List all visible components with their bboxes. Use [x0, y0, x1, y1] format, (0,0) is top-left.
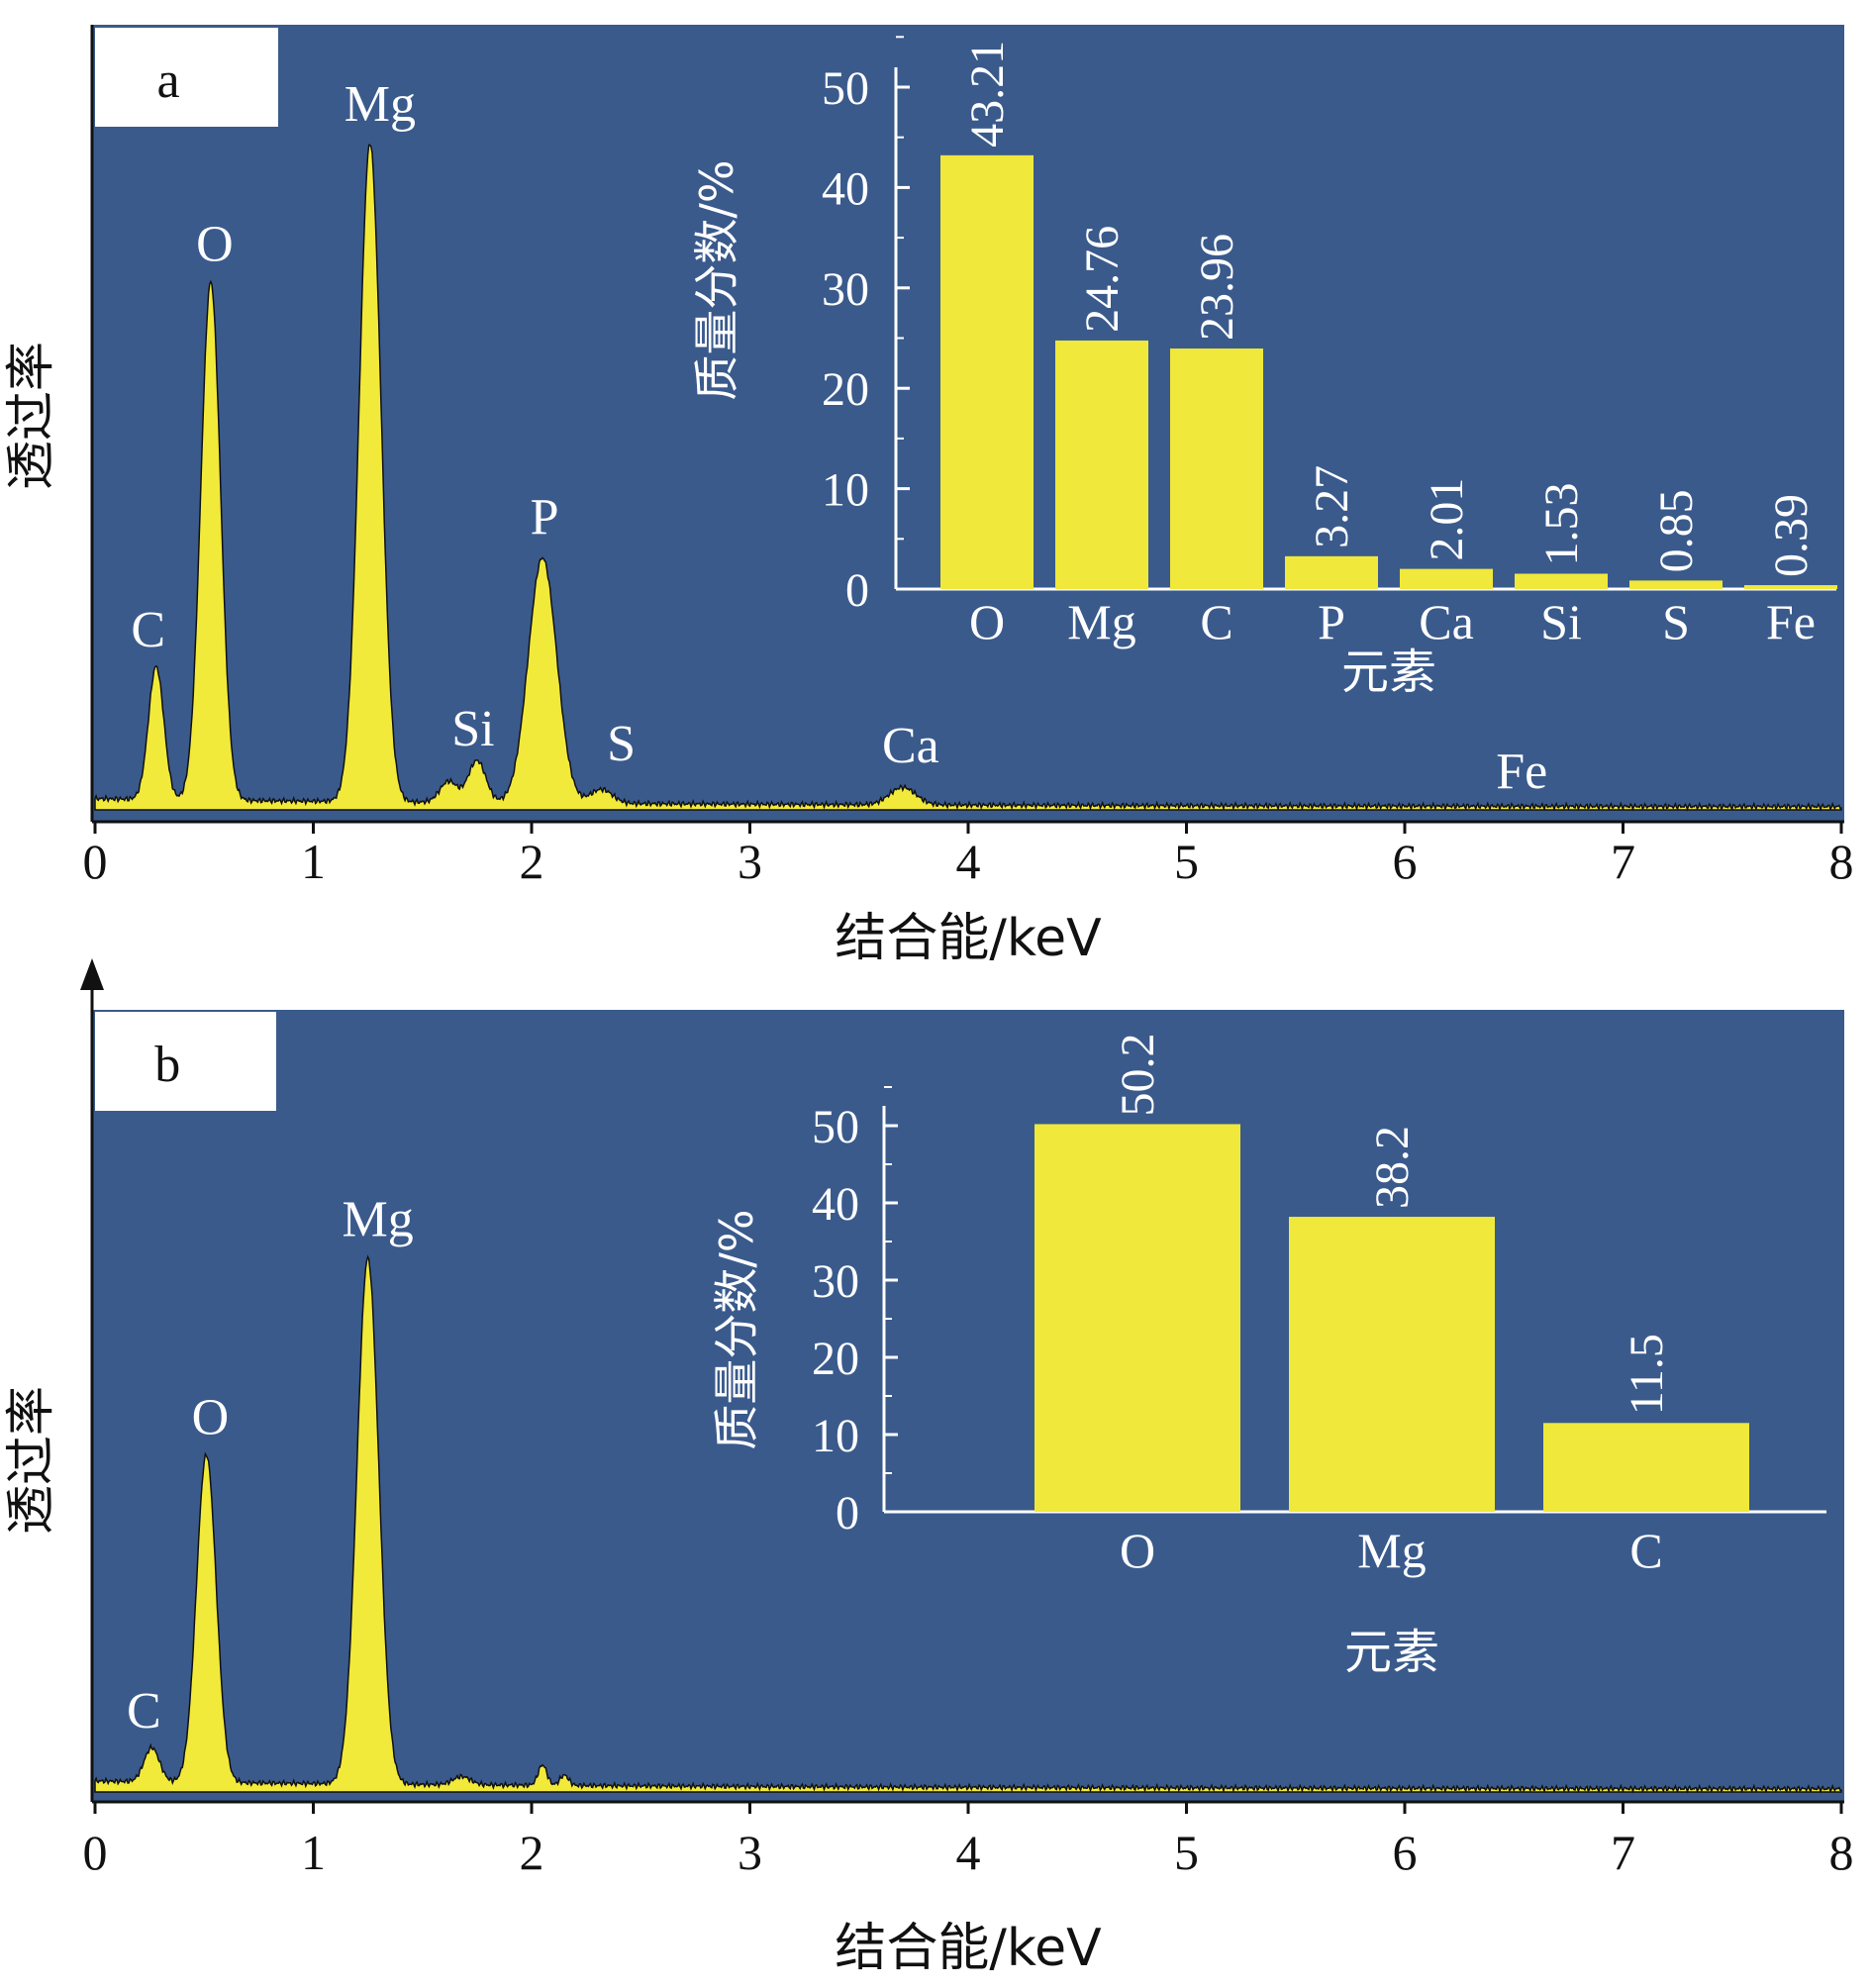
inset-category-label: O [1120, 1523, 1155, 1578]
inset-bar-s [1629, 580, 1723, 589]
inset-bar-mg [1289, 1217, 1495, 1512]
x-tick-label: 8 [1829, 834, 1854, 889]
peak-label-c: C [127, 1683, 161, 1740]
spectrum-trace [94, 144, 1842, 812]
x-tick-label: 2 [520, 1825, 544, 1880]
x-tick-label: 6 [1393, 834, 1418, 889]
panel-tag-label: a [156, 52, 179, 109]
x-tick-label: 0 [83, 834, 108, 889]
inset-category-label: Mg [1067, 594, 1135, 649]
inset-value-label: 3.27 [1306, 465, 1358, 548]
inset-y-tick-label: 10 [822, 464, 869, 517]
inset-y-tick-label: 50 [822, 62, 869, 115]
inset-y-tick-label: 40 [812, 1178, 859, 1231]
inset-bar-c [1170, 348, 1263, 589]
inset-y-tick-label: 10 [812, 1410, 859, 1462]
inset-bar-si [1515, 573, 1608, 589]
inset-y-tick-label: 40 [822, 162, 869, 215]
panel-tag-box [95, 28, 278, 127]
panel-tag-label: b [154, 1037, 180, 1093]
inset-bar-o [1034, 1124, 1240, 1512]
x-tick-label: 7 [1611, 834, 1635, 889]
x-tick-label: 0 [83, 1825, 108, 1880]
inset-value-label: 2.01 [1421, 478, 1473, 561]
x-tick-label: 2 [520, 834, 544, 889]
inset-category-label: Ca [1419, 594, 1474, 649]
inset-y-tick-label: 20 [812, 1333, 859, 1385]
y-axis-arrow-icon [80, 958, 104, 990]
inset-y-tick-label: 0 [845, 564, 869, 617]
inset-bar-o [940, 154, 1034, 590]
peak-label-mg: Mg [343, 1191, 414, 1247]
y-axis-title: 透过率 [2, 342, 59, 490]
peak-label-p: P [531, 490, 559, 547]
inset-y-title: 质量分数/% [690, 159, 743, 400]
inset-bar-c [1543, 1423, 1749, 1512]
inset-category-label: P [1318, 594, 1345, 649]
inset-value-label: 38.2 [1366, 1126, 1419, 1209]
inset-category-label: O [969, 594, 1005, 649]
x-tick-label: 4 [956, 834, 981, 889]
inset-category-label: C [1629, 1523, 1662, 1578]
x-tick-label: 4 [956, 1825, 981, 1880]
inset-category-label: Mg [1357, 1523, 1426, 1578]
inset-y-title: 质量分数/% [710, 1209, 763, 1449]
inset-value-label: 43.21 [961, 41, 1014, 148]
peak-label-o: O [196, 217, 234, 273]
peak-label-o: O [192, 1390, 230, 1446]
inset-y-tick-label: 30 [812, 1255, 859, 1308]
inset-value-label: 0.85 [1650, 489, 1703, 572]
y-axis-title: 透过率 [2, 1386, 59, 1535]
x-tick-label: 3 [738, 1825, 762, 1880]
inset-value-label: 23.96 [1191, 234, 1243, 341]
peak-label-mg: Mg [345, 76, 416, 133]
peak-label-fe: Fe [1496, 744, 1547, 800]
inset-bar-p [1285, 555, 1378, 589]
x-axis-title: 结合能/keV [835, 1919, 1102, 1978]
inset-category-label: S [1662, 594, 1690, 649]
peak-label-c: C [131, 602, 165, 658]
x-tick-label: 1 [301, 1825, 326, 1880]
inset-bar-fe [1744, 585, 1837, 589]
x-tick-label: 8 [1829, 1825, 1854, 1880]
x-tick-label: 1 [301, 834, 326, 889]
inset-category-label: Si [1540, 594, 1582, 649]
inset-bar-chart: 0 10 20 30 40 50 质量分数/% 43.21 O 24.76 Mg 23.96 C 3.27… [690, 36, 1837, 700]
x-axis-title: 结合能/keV [835, 909, 1102, 968]
inset-y-tick-label: 0 [836, 1487, 859, 1540]
x-tick-label: 3 [738, 834, 762, 889]
inset-category-label: C [1200, 594, 1232, 649]
x-tick-label: 5 [1174, 834, 1199, 889]
inset-y-tick-label: 20 [822, 363, 869, 416]
peak-label-si: Si [451, 701, 494, 757]
x-tick-label: 6 [1393, 1825, 1418, 1880]
inset-y-tick-label: 30 [822, 263, 869, 316]
inset-value-label: 0.39 [1765, 494, 1818, 577]
inset-y-tick-label: 50 [812, 1101, 859, 1153]
inset-x-title: 元素 [1341, 645, 1436, 700]
inset-bar-ca [1400, 568, 1493, 589]
inset-x-title: 元素 [1344, 1625, 1439, 1680]
inset-bar-mg [1055, 340, 1148, 589]
panel-tag-box [95, 1012, 276, 1111]
x-tick-label: 5 [1174, 1825, 1199, 1880]
inset-value-label: 1.53 [1535, 482, 1588, 565]
inset-value-label: 50.2 [1112, 1033, 1164, 1116]
peak-label-ca: Ca [882, 718, 939, 774]
x-tick-label: 7 [1611, 1825, 1635, 1880]
inset-value-label: 24.76 [1076, 226, 1129, 333]
inset-bar-chart: 0 10 20 30 40 50 质量分数/% 50.2 O 38.2 Mg 11.5 C 元素 [710, 1033, 1826, 1680]
inset-value-label: 11.5 [1621, 1334, 1673, 1415]
inset-category-label: Fe [1766, 594, 1816, 649]
spectrum-trace [94, 1254, 1842, 1794]
peak-label-s: S [607, 716, 636, 772]
